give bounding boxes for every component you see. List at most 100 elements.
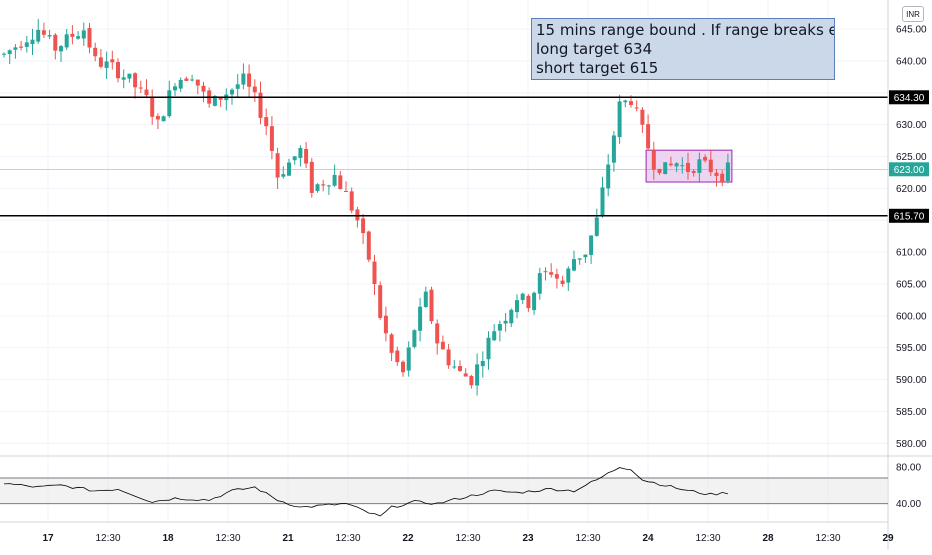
- candle: [429, 289, 434, 322]
- candle: [423, 291, 428, 307]
- candle: [629, 101, 633, 105]
- level-price-tag: [889, 208, 929, 223]
- candle: [292, 156, 297, 161]
- candle: [703, 156, 708, 161]
- candle: [184, 78, 189, 81]
- candle: [503, 320, 508, 324]
- x-tick-label: 28: [762, 533, 774, 544]
- level-price-label: 615.70: [894, 211, 925, 222]
- x-tick-label: 12:30: [335, 533, 360, 544]
- candle: [594, 217, 599, 236]
- candle: [64, 34, 69, 48]
- candle: [486, 337, 491, 360]
- y-tick-label: 610.00: [896, 248, 927, 259]
- y-tick-label: 625.00: [896, 152, 927, 163]
- candle: [252, 86, 257, 93]
- candle: [492, 331, 497, 341]
- y-tick-label: 600.00: [896, 311, 927, 322]
- candle: [304, 148, 309, 164]
- candle: [110, 59, 115, 63]
- candle: [480, 361, 485, 367]
- candle: [566, 268, 571, 283]
- candle: [155, 115, 160, 120]
- candle: [691, 170, 696, 173]
- level-price-label: 634.30: [894, 93, 925, 104]
- candle: [247, 73, 252, 87]
- candle: [190, 79, 195, 81]
- x-tick-label: 24: [642, 533, 654, 544]
- candle: [589, 235, 594, 255]
- candle: [572, 259, 576, 271]
- candle: [560, 280, 565, 285]
- candle: [218, 97, 223, 100]
- x-tick-label: 17: [42, 533, 54, 544]
- x-tick-label: 12:30: [575, 533, 600, 544]
- candle: [668, 163, 673, 166]
- candle: [640, 109, 645, 125]
- candle: [104, 61, 109, 68]
- candle: [281, 174, 286, 177]
- x-tick-label: 12:30: [695, 533, 720, 544]
- candle: [623, 100, 628, 103]
- candle: [349, 191, 354, 211]
- candle: [59, 46, 63, 52]
- candle: [81, 30, 86, 39]
- candle: [611, 135, 616, 163]
- candle: [446, 349, 451, 366]
- currency-label[interactable]: INR: [902, 6, 924, 22]
- y-tick-label: 645.00: [896, 25, 927, 36]
- candle: [275, 153, 280, 178]
- x-tick-label: 12:30: [455, 533, 480, 544]
- y-tick-label: 590.00: [896, 375, 927, 386]
- candle: [634, 107, 639, 109]
- candle: [651, 150, 656, 170]
- candle: [383, 315, 388, 334]
- candle: [41, 30, 46, 35]
- candle: [537, 273, 542, 294]
- candle: [674, 163, 679, 167]
- candle: [475, 364, 480, 386]
- candle: [195, 79, 200, 86]
- candle: [127, 73, 132, 79]
- candle: [212, 95, 217, 106]
- candle: [389, 334, 394, 353]
- candle: [725, 162, 730, 181]
- candle: [309, 161, 314, 193]
- candle: [269, 126, 274, 151]
- candle: [241, 73, 246, 85]
- y-tick-label: 630.00: [896, 120, 927, 131]
- candle: [378, 285, 383, 318]
- candle: [720, 173, 725, 183]
- candle: [469, 375, 474, 386]
- candle: [7, 50, 12, 55]
- candle: [338, 175, 343, 190]
- y-tick-label: 595.00: [896, 343, 927, 354]
- candle: [406, 347, 411, 371]
- candle: [98, 57, 103, 67]
- candles: [2, 18, 730, 396]
- candle: [344, 190, 348, 192]
- candle: [606, 164, 611, 189]
- y-tick-label: 585.00: [896, 407, 927, 418]
- candle: [173, 86, 177, 91]
- x-tick-label: 12:30: [215, 533, 240, 544]
- y-tick-label: 580.00: [896, 439, 927, 450]
- candle: [144, 89, 149, 96]
- annotation-note[interactable]: 15 mins range bound . If range breaks ei…: [531, 18, 835, 80]
- annotation-line: 15 mins range bound . If range breaks ei…: [536, 21, 834, 39]
- candle: [686, 162, 690, 173]
- candle: [680, 165, 685, 167]
- candle: [646, 124, 651, 149]
- candle: [583, 254, 588, 258]
- candle: [412, 330, 417, 347]
- candle: [150, 97, 155, 117]
- candle: [509, 309, 514, 324]
- candle: [577, 258, 582, 260]
- candle: [298, 147, 303, 158]
- candle: [554, 274, 559, 279]
- candle: [452, 366, 457, 368]
- candle: [178, 79, 183, 89]
- candle: [600, 187, 605, 216]
